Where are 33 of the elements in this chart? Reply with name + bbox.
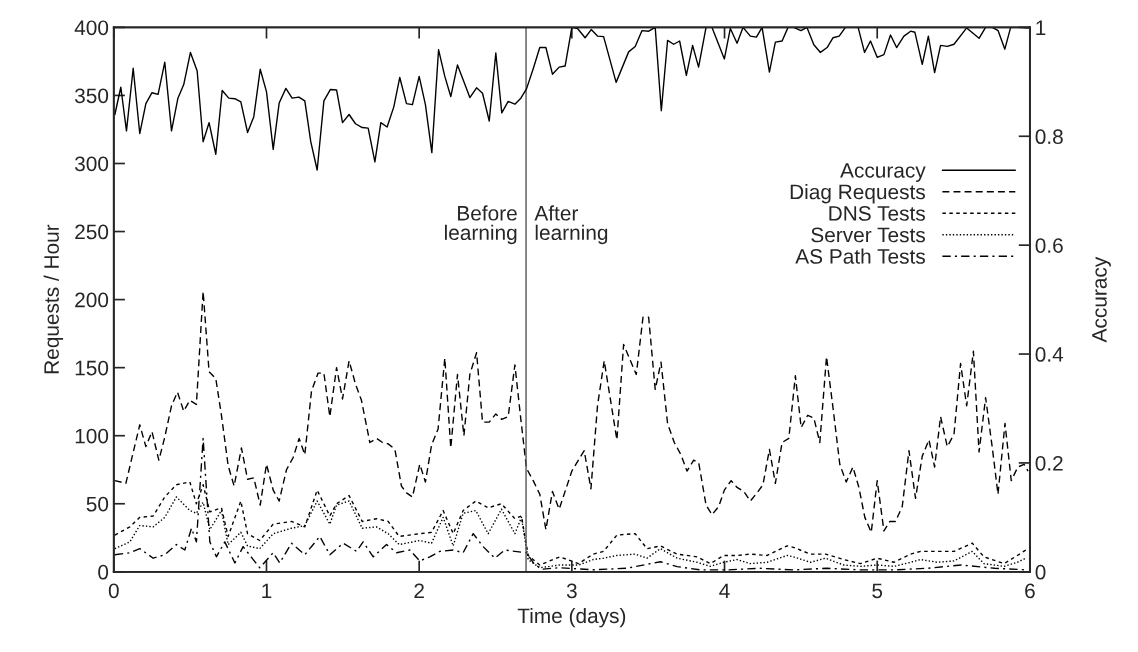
annotation: After learning <box>534 205 608 245</box>
y-tick-label: 100 <box>75 428 109 444</box>
y-tick-label: 0 <box>98 564 109 580</box>
annotation: Before learning <box>444 205 517 245</box>
y-tick-label: 400 <box>74 20 109 36</box>
y-axis-title: Requests / Hour <box>43 224 64 374</box>
y-tick-label: 200 <box>75 292 109 308</box>
x-tick-label: 2 <box>414 583 424 599</box>
legend-label: DNS Tests <box>829 206 925 221</box>
y2-tick-label: 0.8 <box>1035 129 1063 145</box>
y-tick-label: 50 <box>86 496 109 512</box>
x-tick-label: 0 <box>108 583 119 599</box>
y2-tick-label: 0.4 <box>1035 347 1064 362</box>
legend-label: AS Path Tests <box>795 248 925 264</box>
y2-tick-label: 0.2 <box>1035 455 1063 471</box>
y-tick-label: 300 <box>74 156 109 172</box>
x-axis-title: Time (days) <box>517 607 626 628</box>
legend-label: Accuracy <box>840 163 926 182</box>
x-tick-label: 6 <box>1025 583 1035 599</box>
x-tick-label: 4 <box>719 583 730 599</box>
y-tick-label: 250 <box>75 224 109 240</box>
y2-axis-title: Accuracy <box>1092 256 1111 343</box>
y2-tick-label: 0.6 <box>1035 238 1063 253</box>
y-tick-label: 150 <box>75 360 109 376</box>
x-tick-label: 3 <box>566 583 577 599</box>
y2-tick-label: 0 <box>1035 564 1046 580</box>
legend-label: Server Tests <box>811 227 925 243</box>
legend-label: Diag Requests <box>790 183 925 204</box>
x-tick-label: 5 <box>872 583 883 599</box>
x-tick-label: 1 <box>262 583 272 599</box>
y-tick-label: 350 <box>74 88 109 104</box>
y2-tick-label: 1 <box>1036 20 1046 35</box>
line-series <box>114 290 1029 534</box>
